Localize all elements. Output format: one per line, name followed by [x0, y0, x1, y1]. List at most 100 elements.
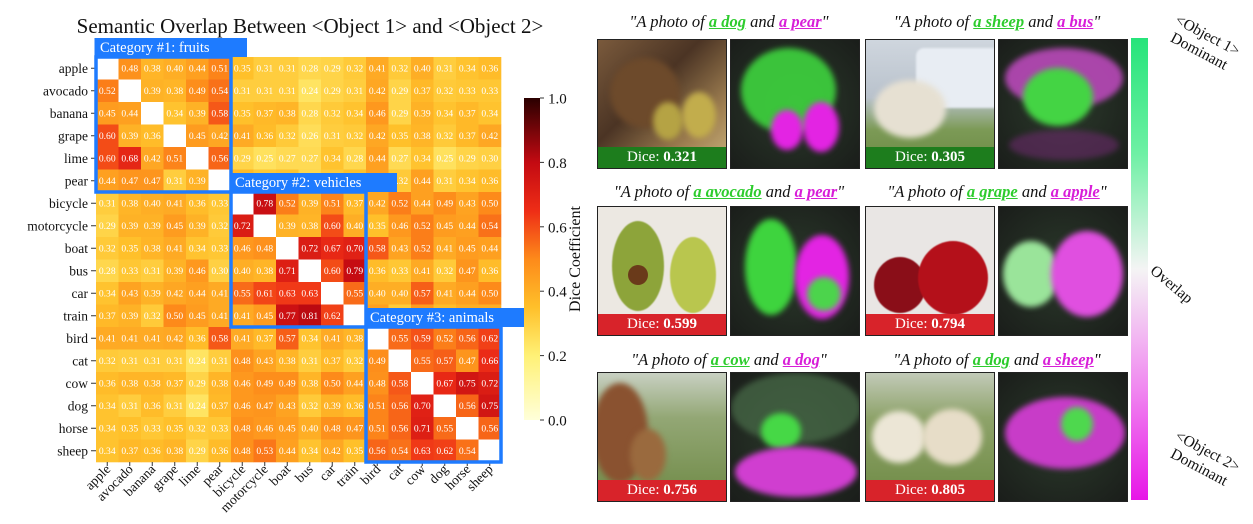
- heatmap-cell: [253, 79, 277, 103]
- object2-text: a dog: [782, 350, 820, 369]
- heatmap-cell: [276, 192, 299, 215]
- cell-value-label: 0.37: [324, 356, 341, 367]
- cell-value-label: 0.50: [324, 379, 341, 390]
- heatmap-cell: [163, 372, 187, 395]
- cell-value-label: 0.44: [279, 446, 296, 457]
- heatmap-cell: [96, 372, 119, 395]
- cell-value-label: 0.39: [301, 199, 318, 210]
- cell-value-label: 0.45: [189, 131, 206, 142]
- cell-value-label: 0.31: [121, 401, 138, 412]
- heatmap-cell: [456, 79, 479, 103]
- heatmap-cell: [343, 214, 367, 238]
- heatmap-cell: [208, 79, 232, 103]
- cell-value-label: 0.35: [121, 244, 138, 255]
- cell-value-label: 0.39: [121, 221, 138, 232]
- cell-value-label: 0.58: [211, 109, 228, 120]
- cell-value-label: 0.42: [369, 131, 386, 142]
- column-tick-label: sheep: [464, 461, 497, 494]
- category-label-bg: [229, 173, 397, 192]
- cell-value-label: 0.38: [144, 379, 161, 390]
- heatmap-cell: [118, 169, 142, 193]
- heatmap-cell: [478, 57, 502, 80]
- heatmap-cell: [231, 439, 254, 463]
- cell-value-label: 0.44: [99, 176, 116, 187]
- object1-text: a dog: [708, 12, 747, 31]
- heatmap-cell: [208, 192, 232, 215]
- cell-value-label: 0.44: [459, 221, 476, 232]
- cell-value-label: 0.33: [211, 244, 228, 255]
- heatmap-cell: [208, 237, 232, 260]
- cell-value-label: 0.32: [346, 64, 363, 75]
- category-label: Category #2: vehicles: [235, 175, 362, 191]
- attention-overlap-map: [730, 372, 860, 502]
- heatmap-cell: [366, 282, 389, 305]
- cell-value-label: 0.60: [99, 154, 116, 165]
- cell-value-label: 0.48: [256, 244, 273, 255]
- heatmap-cell: [231, 57, 254, 80]
- heatmap-cell: [141, 237, 164, 260]
- cell-value-label: 0.46: [391, 221, 408, 232]
- heatmap-cell: [231, 124, 254, 148]
- cell-value-label: 0.75: [481, 401, 498, 412]
- heatmap-cell: [253, 394, 277, 418]
- heatmap-cell: [478, 394, 502, 418]
- heatmap-cell: [478, 192, 502, 215]
- heatmap-cell: [118, 214, 142, 238]
- cell-value-label: 0.46: [234, 379, 251, 390]
- heatmap-cell: [456, 57, 479, 80]
- heatmap-cell: [231, 102, 254, 125]
- cell-value-label: 0.48: [234, 446, 251, 457]
- category-label: Category #3: animals: [370, 310, 494, 326]
- heatmap-cell: [343, 259, 367, 283]
- cell-value-label: 0.42: [144, 154, 161, 165]
- cell-value-label: 0.31: [436, 64, 453, 75]
- heatmap-cell: [163, 282, 187, 305]
- cell-value-label: 0.56: [481, 424, 498, 435]
- cell-value-label: 0.72: [234, 221, 251, 232]
- heatmap-cell: [208, 282, 232, 305]
- cell-value-label: 0.34: [414, 154, 431, 165]
- heatmap-cell: [343, 349, 367, 373]
- heatmap-cell: [456, 394, 479, 418]
- heatmap-cell: [478, 349, 502, 373]
- heatmap-cell: [433, 169, 457, 193]
- cell-value-label: 0.36: [189, 199, 206, 210]
- heatmap-cell: [186, 124, 209, 148]
- heatmap-cell: [186, 282, 209, 305]
- cell-value-label: 0.51: [211, 64, 228, 75]
- heatmap-cell: [118, 79, 142, 103]
- heatmap-cell: [456, 124, 479, 148]
- cell-value-label: 0.31: [256, 86, 273, 97]
- heatmap-cell: [96, 102, 119, 125]
- heatmap-cell: [433, 372, 457, 395]
- cell-value-label: 0.42: [324, 446, 341, 457]
- cell-value-label: 0.67: [324, 244, 341, 255]
- cell-value-label: 0.55: [391, 334, 408, 345]
- cell-value-label: 0.33: [121, 266, 138, 277]
- heatmap-cell: [276, 147, 299, 170]
- heatmap-cell: [141, 147, 164, 170]
- cell-value-label: 0.60: [324, 266, 341, 277]
- heatmap-cell: [208, 214, 232, 238]
- cell-value-label: 0.29: [324, 64, 341, 75]
- apple-shape: [874, 257, 926, 313]
- cell-value-label: 0.77: [279, 311, 296, 322]
- heatmap-cell: [118, 102, 142, 125]
- heatmap-cell: [276, 79, 299, 103]
- heatmap-cell: [118, 304, 142, 328]
- heatmap-cell: [478, 124, 502, 148]
- apple-shape: [918, 241, 988, 315]
- cell-value-label: 0.36: [211, 446, 228, 457]
- heatmap-cell: [298, 327, 322, 350]
- heatmap-cell: [186, 259, 209, 283]
- heatmap-cell: [433, 147, 457, 170]
- heatmap-cell: [343, 282, 367, 305]
- object1-dominant-label: <Object 1> Dominant: [1167, 11, 1243, 74]
- heatmap-cell: [141, 282, 164, 305]
- heatmap-cell: [478, 214, 502, 238]
- generated-image: Dice: 0.305: [865, 39, 995, 169]
- heatmap-cell: [163, 192, 187, 215]
- heatmap-cell: [186, 214, 209, 238]
- cell-value-label: 0.24: [301, 86, 318, 97]
- cell-value-label: 0.47: [346, 424, 363, 435]
